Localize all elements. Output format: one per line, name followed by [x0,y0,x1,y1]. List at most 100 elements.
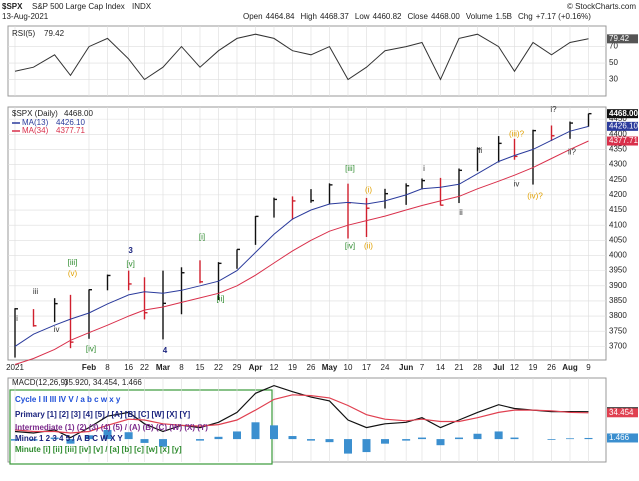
value-tag-text: 34.454 [609,408,634,417]
quote-value: 4464.84 [266,12,295,21]
rsi-name: RSI(5) [12,29,35,38]
x-tick-label: 14 [436,363,445,372]
x-tick-label: 15 [196,363,205,372]
value-tag [607,136,638,146]
quote-label: Open [243,12,263,21]
histogram-bar [140,439,149,443]
wave-label: iv [514,179,520,188]
y-tick-label: 3800 [609,311,627,320]
histogram-bar [547,439,556,440]
quote-label: High [301,12,317,21]
histogram-bar [436,439,445,446]
x-tick-label: 26 [547,363,556,372]
ticker: $SPX [2,2,23,11]
macd-line [14,384,589,439]
wave-label: iii [33,287,39,296]
x-tick-label: 17 [362,363,371,372]
wave-label: (iv)? [527,191,543,200]
wave-label: i [16,314,18,323]
index-name: S&P 500 Large Cap Index [32,2,125,11]
y-tick-label: 4200 [609,190,627,199]
x-tick-label: 19 [288,363,297,372]
value-tag [607,433,638,443]
histogram-bar [418,437,426,440]
histogram-bar [473,433,482,440]
x-tick-label: 24 [381,363,390,372]
x-tick-label: 2021 [6,363,24,372]
legend-name: MA(34) [22,126,49,135]
wave-label: [iv] [86,345,96,354]
y-tick-label: 4250 [609,175,627,184]
value-tag-text: 79.42 [609,34,630,43]
wave-label: iv [54,325,60,334]
histogram-bar [214,436,223,440]
x-tick-label: 28 [473,363,482,372]
histogram-bar [288,436,297,440]
x-tick-label: Mar [156,363,170,372]
wave-legend-line: Cycle I II III IV V / a b c w x y [15,395,121,404]
x-tick-label: 22 [140,363,149,372]
histogram-bar [85,435,93,440]
quote-label: Chg [518,12,533,21]
y-tick-label: 3700 [609,341,627,350]
x-tick-label: Jun [399,363,413,372]
histogram-bar [159,439,167,447]
histogram-bar [29,439,38,441]
wave-legend-line: Minor 1 2 3 4 5 / A B C W X Y [15,434,123,443]
x-tick-label: 12 [510,363,519,372]
wave-label: [v] [126,260,134,269]
wave-label: ii? [568,148,577,157]
wave-label: iii [477,146,483,155]
macd-values: 35.920, 34.454, 1.466 [64,378,142,387]
quote-label: Close [407,12,428,21]
histogram-bar [50,437,59,440]
wave-label: (i) [365,185,372,194]
wave-legend-line: Primary [1] [2] [3] [4] [5] / [A] [B] [C… [15,410,190,419]
wave-label: (v) [68,269,78,278]
x-tick-label: 10 [344,363,353,372]
quote-value: 4468.00 [431,12,460,21]
value-tag-text: 4426.10 [609,121,638,130]
y-tick-label: 4350 [609,145,627,154]
macd-line [14,394,589,434]
y-tick-label: 4450 [609,114,627,123]
histogram-bar [103,429,112,440]
histogram-bar [362,439,371,453]
value-tag [607,109,638,119]
x-tick-label: Jul [493,363,505,372]
y-tick-label: 4100 [609,220,627,229]
y-tick-label: 3950 [609,266,627,275]
x-tick-label: 7 [420,363,425,372]
wave-label: [ii] [217,295,225,304]
histogram-bar [251,422,260,440]
histogram-bar [66,439,75,444]
price-name: $SPX (Daily) [12,109,58,118]
histogram-bar [233,431,241,440]
x-tick-label: 26 [307,363,316,372]
x-tick-label: 22 [214,363,223,372]
wave-label: (ii) [364,241,373,250]
histogram-bar [455,437,463,440]
y-tick-label: 3850 [609,296,627,305]
price-panel [7,106,607,361]
x-tick-label: 8 [179,363,184,372]
wave-legend-box [9,389,273,465]
rsi-panel [7,25,607,97]
x-tick-label: Apr [249,363,263,372]
value-tag [607,34,638,44]
moving-average [14,140,589,365]
y-tick-label: 3750 [609,326,627,335]
histogram-bar [196,439,204,441]
wave-label: i [423,164,425,173]
x-tick-label: 29 [233,363,242,372]
wave-legend-line: Intermediate (1) (2) (3) (4) (5) / (A) (… [15,423,208,432]
x-tick-label: 9 [586,363,591,372]
quote-value: +7.17 (+0.16%) [536,12,591,21]
quote-label: Volume [466,12,493,21]
histogram-bar [566,438,574,440]
value-tag-text: 4377.71 [609,136,638,145]
histogram-bar [510,437,519,440]
value-tag-text: 1.466 [609,433,630,442]
wave-label: [i] [199,232,205,241]
